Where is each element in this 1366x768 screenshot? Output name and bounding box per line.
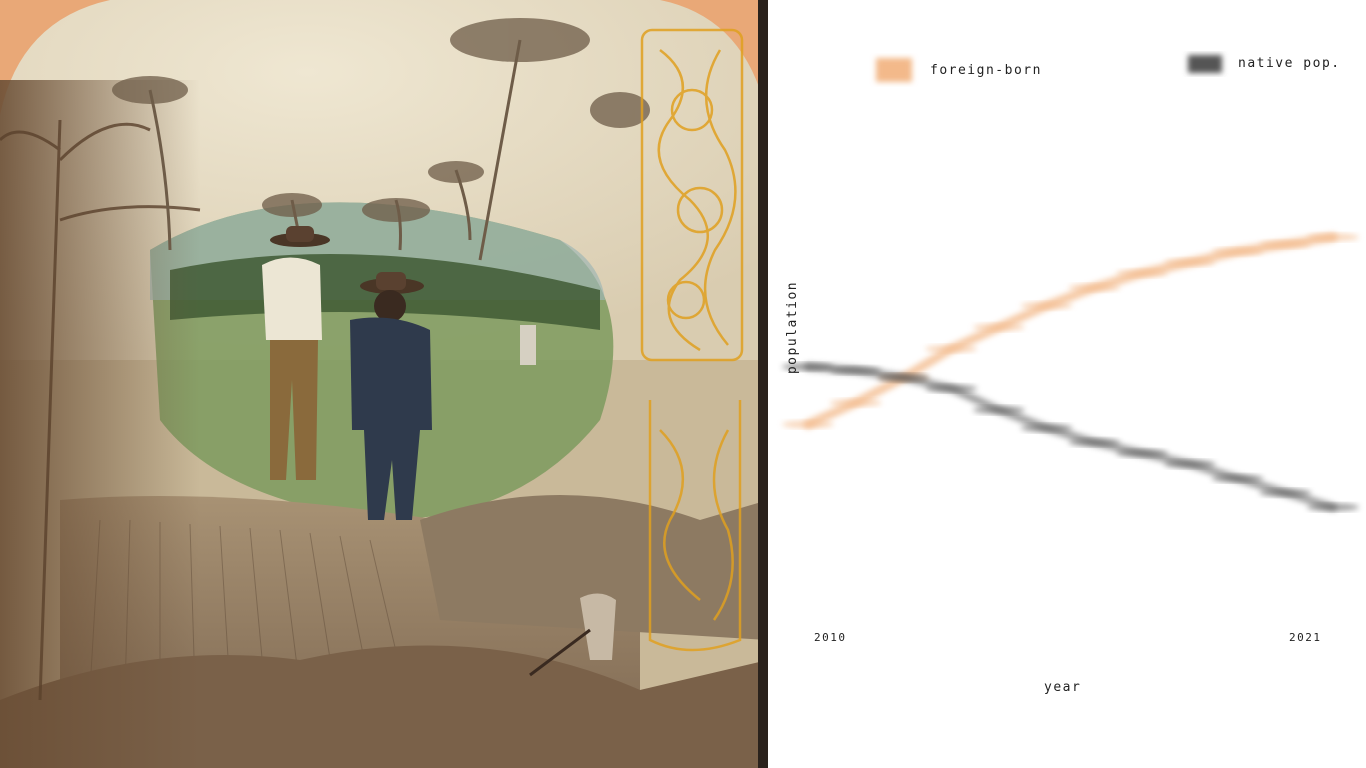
data-point-foreign-born bbox=[1068, 283, 1121, 292]
data-point-foreign-born bbox=[829, 398, 882, 407]
data-point-native-pop bbox=[1211, 474, 1264, 483]
data-point-native-pop bbox=[829, 366, 882, 375]
series-layer bbox=[782, 232, 1359, 512]
photo-corner bbox=[660, 0, 768, 120]
data-point-native-pop bbox=[925, 384, 978, 393]
ornate-stamp bbox=[640, 28, 744, 652]
photo-illustration bbox=[0, 0, 768, 768]
data-point-native-pop bbox=[1163, 460, 1216, 468]
data-point-foreign-born bbox=[1259, 240, 1312, 249]
data-point-native-pop bbox=[1020, 424, 1073, 432]
data-point-foreign-born bbox=[1307, 233, 1359, 242]
legend-swatch-native-pop bbox=[1188, 55, 1222, 73]
data-point-native-pop bbox=[972, 406, 1025, 414]
stereograph-photo bbox=[0, 0, 768, 768]
legend-swatch-foreign-born bbox=[876, 58, 912, 82]
figure-worker bbox=[520, 325, 616, 677]
data-point-foreign-born bbox=[1116, 269, 1169, 278]
data-point-foreign-born bbox=[1211, 247, 1264, 256]
x-tick-label-end: 2021 bbox=[1289, 631, 1322, 644]
data-point-foreign-born bbox=[1020, 301, 1073, 310]
data-point-foreign-born bbox=[925, 344, 978, 353]
data-point-foreign-born bbox=[1163, 258, 1216, 267]
line-chart bbox=[782, 55, 1359, 710]
data-point-native-pop bbox=[1116, 449, 1169, 458]
data-point-native-pop bbox=[782, 362, 834, 371]
photo-corner bbox=[0, 0, 110, 115]
data-point-foreign-born bbox=[782, 420, 834, 429]
figure-man-back bbox=[262, 226, 330, 480]
data-point-native-pop bbox=[877, 373, 930, 382]
x-axis-title: year bbox=[1044, 680, 1082, 695]
y-axis-title: population bbox=[785, 280, 801, 375]
x-tick-label-start: 2010 bbox=[814, 631, 847, 644]
series-line-foreign-born bbox=[803, 232, 1338, 429]
legend-label-native-pop: native pop. bbox=[1238, 56, 1341, 71]
figure-man-front bbox=[350, 272, 432, 520]
data-point-native-pop bbox=[1068, 438, 1121, 447]
data-point-native-pop bbox=[1259, 488, 1312, 497]
chart-panel: foreign-born native pop. population 2010… bbox=[768, 0, 1366, 768]
legend-label-foreign-born: foreign-born bbox=[930, 63, 1042, 78]
data-point-foreign-born bbox=[972, 323, 1025, 332]
data-point-native-pop bbox=[1307, 503, 1359, 512]
